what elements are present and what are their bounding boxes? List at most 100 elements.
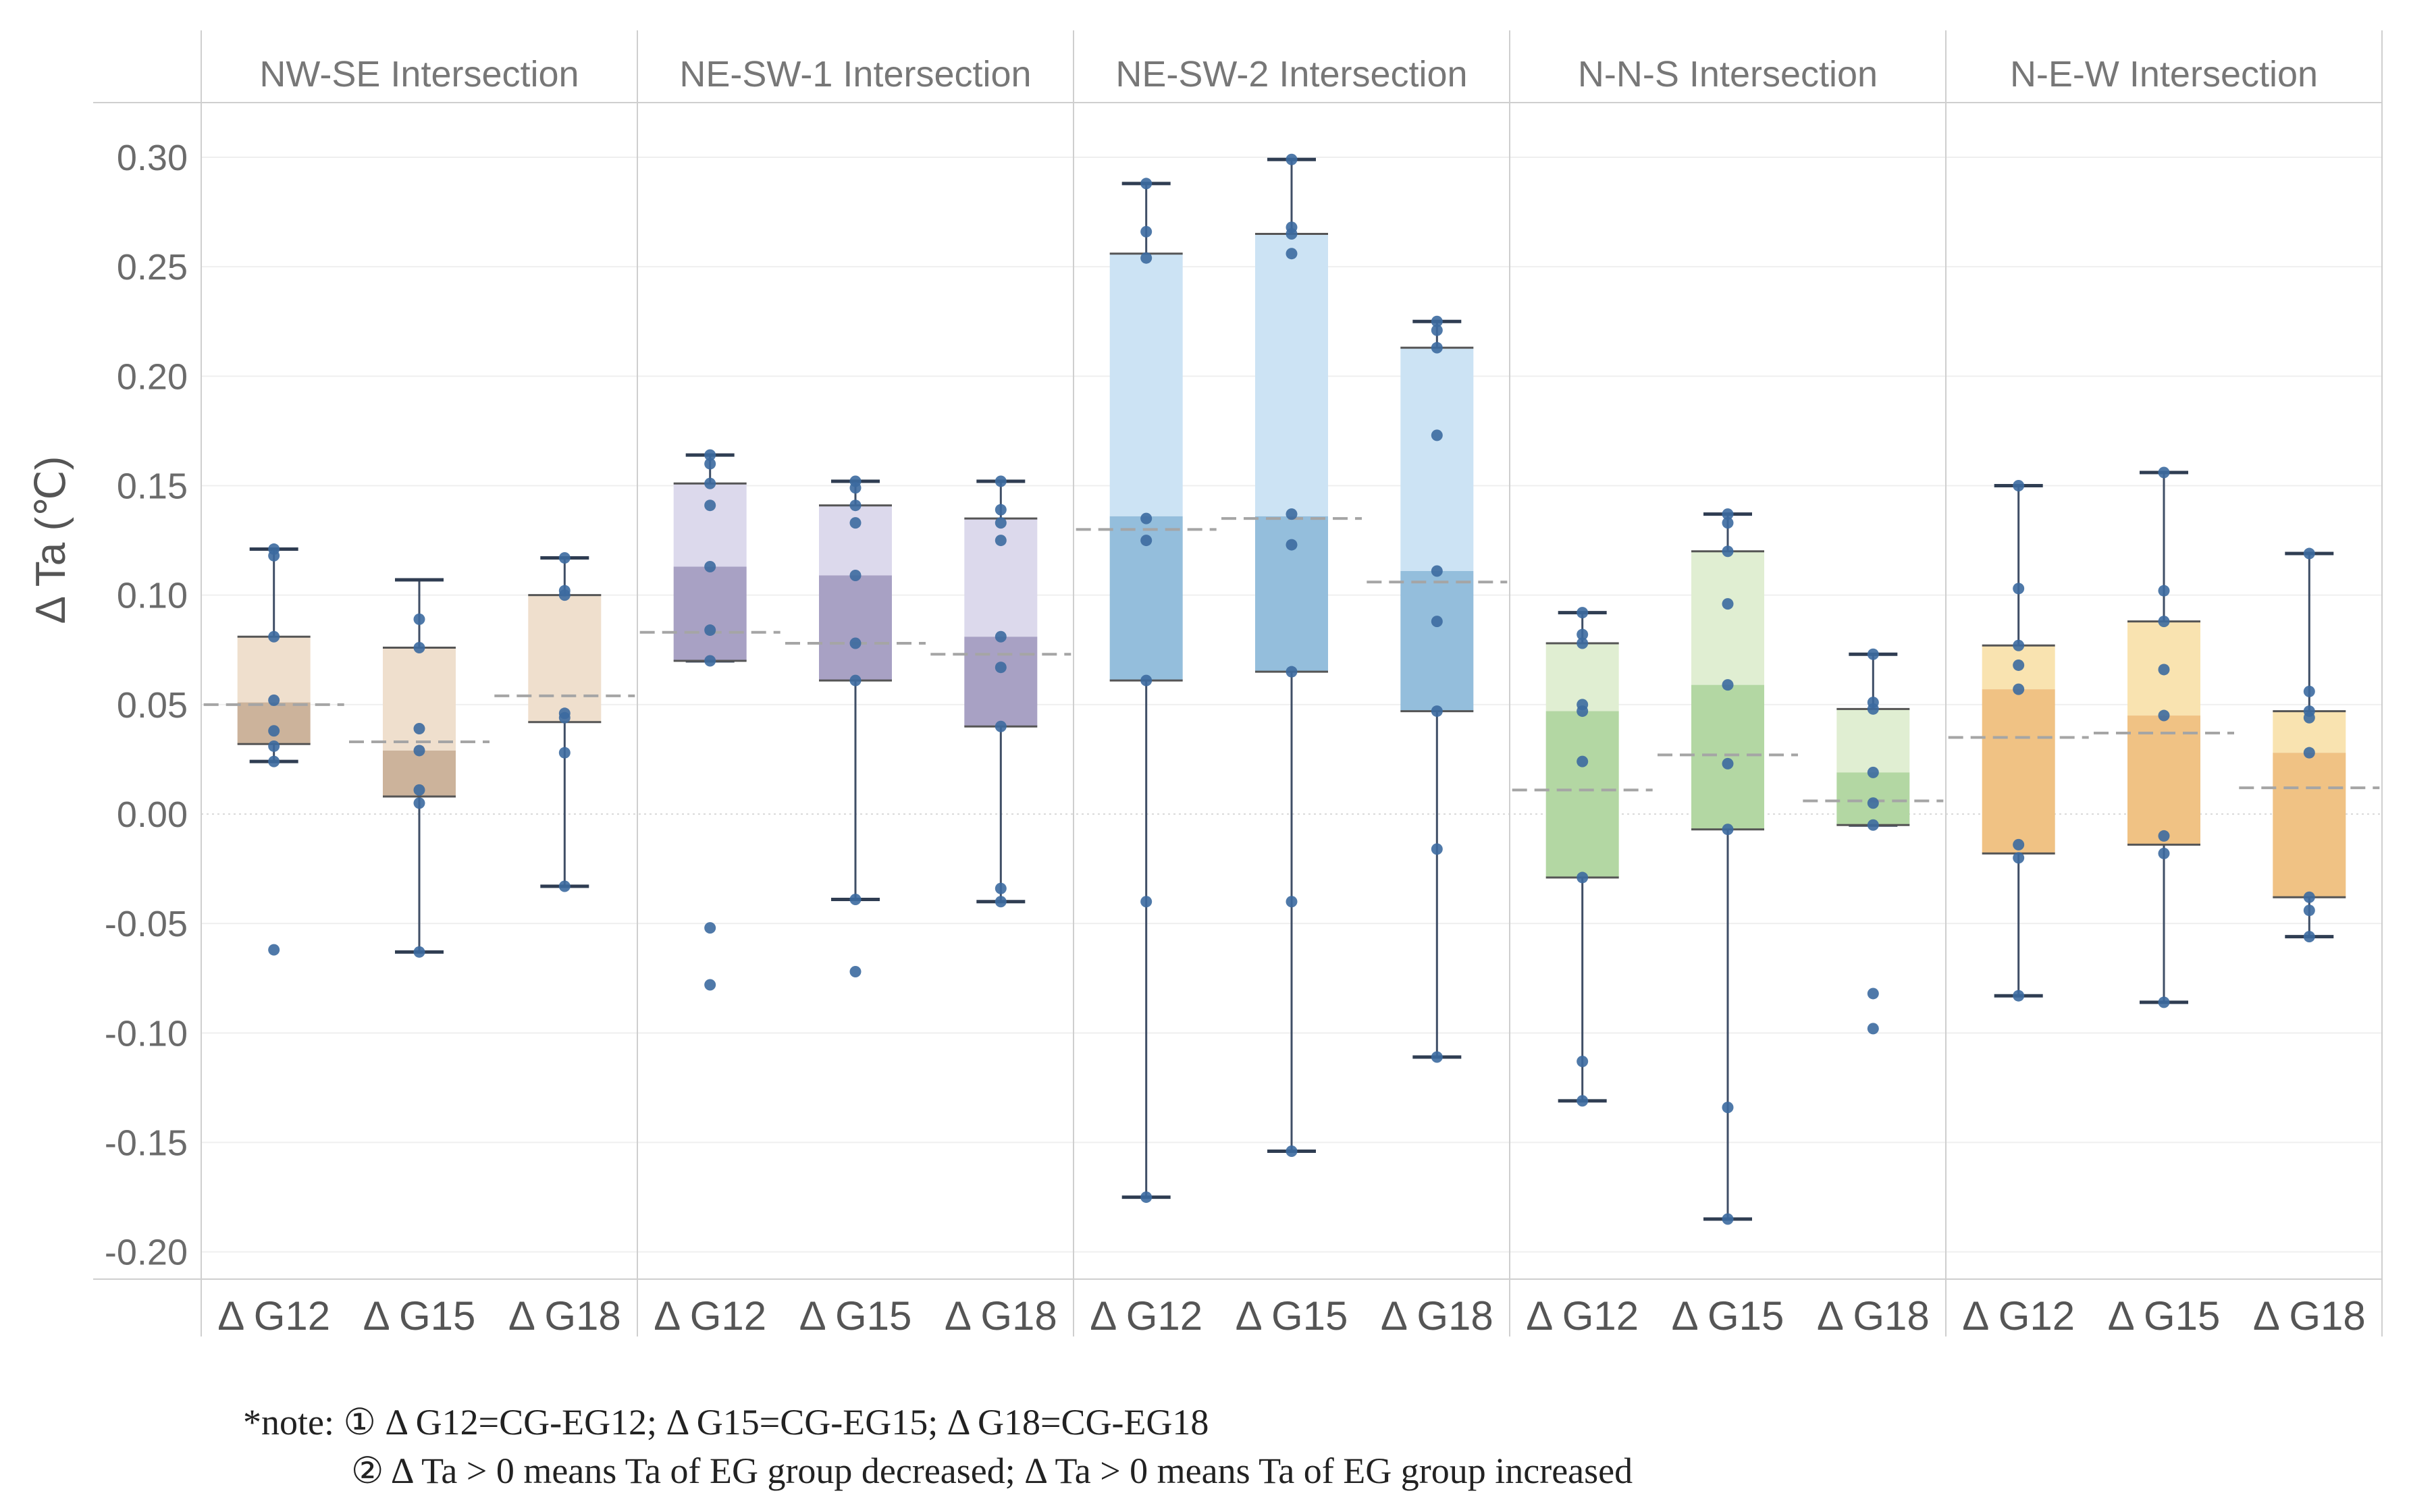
box-1-0-upper xyxy=(673,483,747,567)
data-point xyxy=(413,784,425,796)
data-point xyxy=(849,637,862,649)
data-point xyxy=(558,552,571,564)
data-point xyxy=(2013,639,2025,651)
data-point xyxy=(1140,1191,1153,1204)
data-point xyxy=(268,549,280,562)
data-point xyxy=(1286,228,1298,240)
panel-title: NE-SW-1 Intersection xyxy=(679,54,1031,94)
data-point xyxy=(704,500,716,512)
data-point xyxy=(2158,664,2170,676)
data-point xyxy=(1431,705,1443,718)
data-point xyxy=(2158,709,2170,722)
note-line-2: ② Δ Ta > 0 means Ta of EG group decrease… xyxy=(351,1451,1633,1491)
data-point xyxy=(1867,819,1879,831)
y-tick-label: -0.05 xyxy=(105,904,188,944)
data-point xyxy=(2013,583,2025,595)
y-tick-label: 0.05 xyxy=(117,685,188,726)
data-point xyxy=(1577,1095,1589,1107)
data-point xyxy=(558,880,571,892)
data-point xyxy=(1286,539,1298,551)
data-point xyxy=(1722,1102,1734,1114)
data-point xyxy=(413,797,425,809)
data-point xyxy=(704,561,716,573)
data-point xyxy=(849,500,862,512)
data-point xyxy=(1867,766,1879,778)
box-3-1-upper xyxy=(1691,551,1764,685)
category-label: Δ G18 xyxy=(2253,1293,2366,1339)
box-0-2-upper xyxy=(528,595,602,722)
data-point xyxy=(1431,1051,1443,1063)
data-point xyxy=(995,662,1007,674)
data-point xyxy=(1431,843,1443,855)
data-point xyxy=(1867,1023,1879,1035)
data-point xyxy=(2013,990,2025,1002)
y-tick-label: 0.15 xyxy=(117,466,188,507)
data-point xyxy=(1140,225,1153,238)
data-point xyxy=(1722,1213,1734,1225)
data-point xyxy=(2158,847,2170,859)
category-label: Δ G12 xyxy=(1526,1293,1639,1339)
data-point xyxy=(1722,508,1734,520)
data-point xyxy=(704,624,716,637)
data-point xyxy=(413,745,425,757)
data-point xyxy=(413,613,425,625)
data-point xyxy=(558,711,571,724)
data-point xyxy=(1431,616,1443,628)
frame-layer xyxy=(93,30,2383,1336)
data-point xyxy=(1867,797,1879,809)
data-point xyxy=(1722,517,1734,529)
data-point xyxy=(413,723,425,735)
data-point xyxy=(1286,153,1298,165)
data-point xyxy=(1431,565,1443,577)
data-point xyxy=(268,740,280,752)
data-point xyxy=(1140,252,1153,264)
category-label: Δ G12 xyxy=(654,1293,766,1339)
box-layer xyxy=(203,153,2380,1225)
category-label: Δ G12 xyxy=(1090,1293,1202,1339)
category-label: Δ G12 xyxy=(1962,1293,2075,1339)
data-point xyxy=(558,589,571,601)
data-point xyxy=(2013,480,2025,491)
data-point xyxy=(268,630,280,643)
data-point xyxy=(1577,607,1589,619)
data-point xyxy=(2013,659,2025,671)
box-0-1-upper xyxy=(383,647,456,751)
data-point xyxy=(1722,545,1734,558)
data-point xyxy=(2158,830,2170,842)
data-point xyxy=(1431,315,1443,327)
label-layer: 0.30 0.25 0.20 0.15 0.10 0.05 0.00 -0.05 -0.10 -0… xyxy=(28,54,2366,1339)
y-tick-label: -0.15 xyxy=(105,1123,188,1164)
category-label: Δ G12 xyxy=(217,1293,330,1339)
y-tick-label: 0.30 xyxy=(117,138,188,178)
data-point xyxy=(1722,679,1734,691)
data-point xyxy=(849,482,862,494)
data-point xyxy=(995,517,1007,529)
data-point xyxy=(2013,683,2025,695)
box-4-2-lower xyxy=(2273,753,2346,898)
data-point xyxy=(1286,508,1298,520)
data-point xyxy=(268,694,280,706)
box-1-2-lower xyxy=(964,637,1038,727)
y-tick-label: 0.20 xyxy=(117,356,188,397)
box-2-2-upper xyxy=(1400,348,1474,571)
box-0-0-lower xyxy=(237,702,311,745)
data-point xyxy=(1577,871,1589,884)
data-point xyxy=(1140,535,1153,547)
data-point xyxy=(2013,838,2025,850)
data-point xyxy=(849,569,862,581)
data-point xyxy=(704,477,716,489)
box-1-0-lower xyxy=(673,566,747,661)
data-point xyxy=(995,896,1007,908)
data-point xyxy=(2303,547,2315,560)
category-label: Δ G18 xyxy=(1381,1293,1493,1339)
panel-title: NE-SW-2 Intersection xyxy=(1115,54,1467,94)
data-point xyxy=(704,458,716,470)
category-label: Δ G15 xyxy=(363,1293,476,1339)
data-point xyxy=(1722,598,1734,610)
data-point xyxy=(268,755,280,767)
box-2-2-lower xyxy=(1400,570,1474,711)
data-point xyxy=(1577,637,1589,649)
category-label: Δ G18 xyxy=(1817,1293,1930,1339)
data-point xyxy=(995,475,1007,487)
data-point xyxy=(849,674,862,686)
